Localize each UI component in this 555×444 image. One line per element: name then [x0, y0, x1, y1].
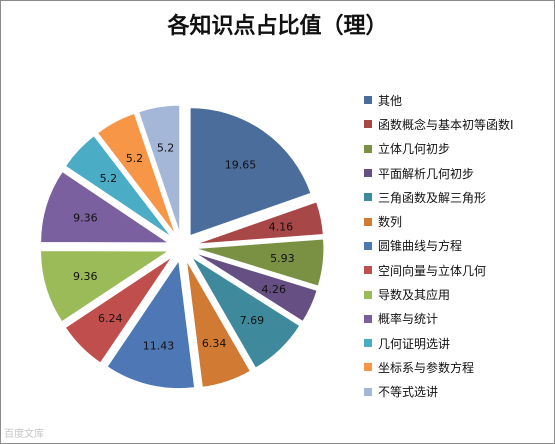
watermark: 百度文库	[4, 429, 44, 440]
data-label-6: 6.34	[202, 337, 227, 350]
legend-swatch	[364, 363, 372, 372]
pie-slice-7	[106, 259, 196, 390]
legend-label: 圆锥曲线与方程	[378, 239, 463, 254]
legend-label: 数列	[378, 215, 403, 230]
data-label-8: 6.24	[98, 312, 123, 325]
data-label-11: 5.2	[100, 172, 118, 185]
legend-item-5: 三角函数及解三角形	[364, 185, 514, 209]
legend-item-6: 数列	[364, 209, 514, 233]
pie-slice-4	[194, 252, 318, 323]
data-label-13: 5.2	[157, 141, 175, 154]
legend-label: 导数及其应用	[378, 288, 451, 303]
pie-slice-10	[40, 170, 171, 244]
legend-label: 空间向量与立体几何	[378, 263, 487, 278]
legend-label: 立体几何初步	[378, 142, 451, 157]
pie-slice-11	[64, 135, 173, 238]
legend-item-4: 平面解析几何初步	[364, 161, 514, 185]
legend-swatch	[364, 193, 372, 202]
legend-item-13: 不等式选讲	[364, 380, 514, 404]
legend-item-8: 空间向量与立体几何	[364, 258, 514, 282]
data-label-2: 4.16	[269, 220, 294, 233]
legend-item-11: 几何证明选讲	[364, 331, 514, 355]
legend-swatch	[364, 96, 372, 105]
legend-swatch	[364, 217, 372, 226]
chart-legend: 其他函数概念与基本初等函数Ⅰ 立体几何初步平面解析几何初步 三角函数及解三角形 数列圆…	[364, 88, 514, 404]
data-label-1: 19.65	[225, 159, 257, 172]
legend-swatch	[364, 387, 372, 396]
pie-slice-13	[138, 104, 181, 234]
legend-swatch	[364, 169, 372, 178]
legend-label: 概率与统计	[378, 312, 439, 327]
legend-item-7: 圆锥曲线与方程	[364, 234, 514, 258]
legend-swatch	[364, 339, 372, 348]
data-label-10: 9.36	[73, 211, 98, 224]
legend-label: 函数概念与基本初等函数Ⅰ	[378, 117, 514, 132]
data-label-9: 9.36	[73, 270, 98, 283]
legend-item-3: 立体几何初步	[364, 137, 514, 161]
legend-swatch	[364, 120, 372, 129]
pie-slice-2	[195, 201, 324, 245]
legend-label: 几何证明选讲	[378, 336, 451, 351]
legend-label: 坐标系与参数方程	[378, 360, 475, 375]
legend-swatch	[364, 266, 372, 275]
pie-slice-6	[185, 260, 252, 388]
legend-item-9: 导数及其应用	[364, 282, 514, 306]
pie-slice-5	[191, 256, 301, 369]
legend-label: 不等式选讲	[378, 385, 439, 400]
pie-slice-8	[64, 256, 173, 364]
legend-swatch	[364, 314, 372, 323]
legend-item-1: 其他	[364, 88, 514, 112]
pie-slice-12	[96, 112, 176, 235]
legend-swatch	[364, 241, 372, 250]
legend-label: 三角函数及解三角形	[378, 190, 487, 205]
chart-title: 各知识点占比值（理）	[167, 13, 388, 39]
legend-label: 其他	[378, 93, 403, 108]
data-label-12: 5.2	[126, 152, 144, 165]
pie-slice-1	[189, 107, 312, 237]
legend-label: 平面解析几何初步	[378, 166, 475, 181]
legend-swatch	[364, 144, 372, 153]
data-label-7: 11.43	[143, 339, 175, 352]
legend-item-12: 坐标系与参数方程	[364, 355, 514, 379]
legend-item-2: 函数概念与基本初等函数Ⅰ	[364, 112, 514, 136]
data-label-4: 4.26	[262, 283, 287, 296]
legend-item-10: 概率与统计	[364, 307, 514, 331]
data-label-5: 7.69	[240, 314, 265, 327]
data-label-3: 5.93	[270, 252, 295, 265]
pie-slice-3	[195, 238, 325, 287]
pie-slice-9	[40, 250, 171, 323]
legend-swatch	[364, 290, 372, 299]
